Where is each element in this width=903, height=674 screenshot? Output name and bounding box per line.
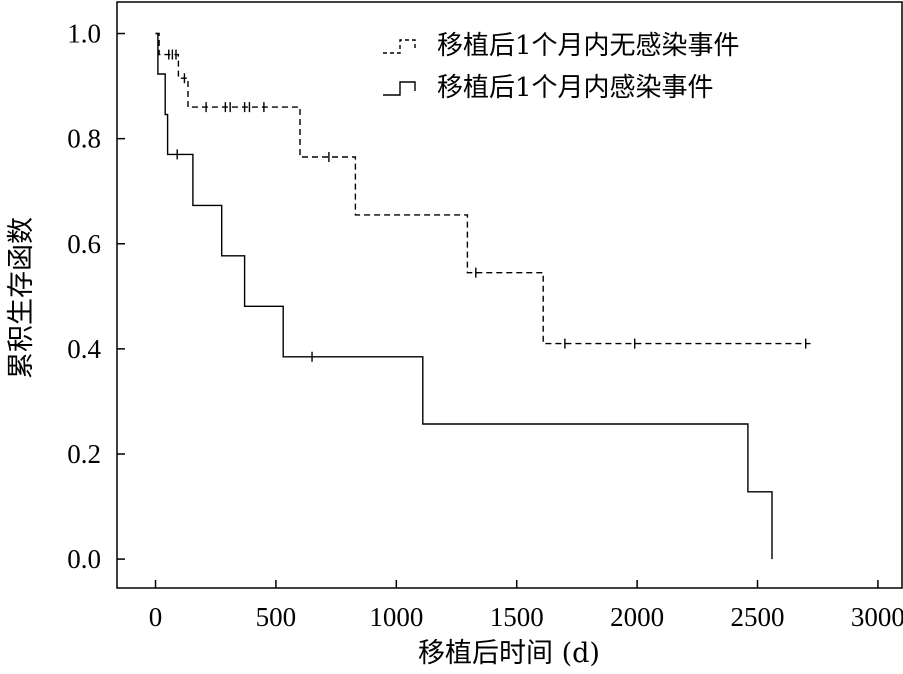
x-tick-label: 3000 (851, 602, 903, 632)
x-tick-label: 1500 (490, 602, 544, 632)
y-tick-label: 0.6 (67, 229, 101, 259)
x-tick-label: 2000 (610, 602, 664, 632)
x-axis-label: 移植后时间 (d) (418, 638, 600, 669)
y-axis-label: 累积生存函数 (6, 217, 37, 379)
y-tick-label: 0.0 (67, 544, 101, 574)
x-axis-ticks: 0 500 1000 1500 2000 2500 3000 (149, 580, 903, 632)
y-tick-label: 0.4 (67, 334, 101, 364)
y-axis-ticks: 0.0 0.2 0.4 0.6 0.8 1.0 (67, 19, 125, 574)
legend-label: 移植后1个月内无感染事件 (437, 31, 740, 61)
y-tick-label: 0.2 (67, 439, 101, 469)
plot-frame (116, 1, 903, 589)
legend-swatch (383, 81, 416, 96)
x-tick-label: 2500 (731, 602, 785, 632)
x-tick-label: 500 (256, 602, 297, 632)
legend-label: 移植后1个月内感染事件 (437, 73, 714, 103)
x-tick-label: 0 (149, 602, 163, 632)
series-line-2 (155, 32, 773, 560)
series-layer (155, 32, 811, 560)
x-tick-label: 1000 (369, 602, 423, 632)
legend-swatch (383, 39, 416, 54)
y-tick-label: 1.0 (67, 19, 101, 49)
y-tick-label: 0.8 (67, 124, 101, 154)
